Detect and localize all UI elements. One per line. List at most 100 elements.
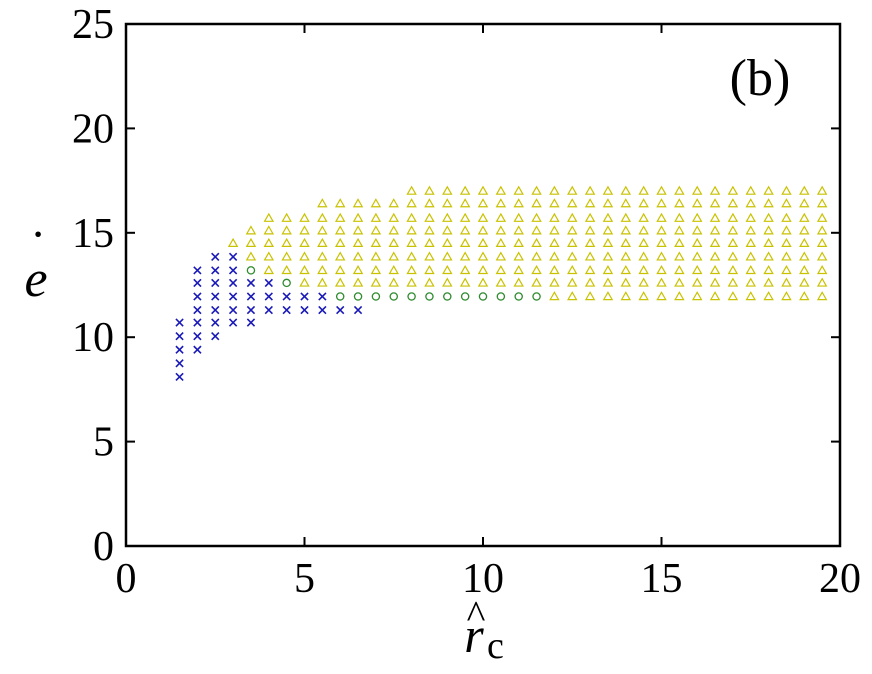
triangle-marker	[477, 237, 489, 247]
triangle-marker	[495, 198, 507, 208]
cross-marker	[228, 318, 238, 327]
triangle-marker	[727, 251, 739, 261]
cross-marker	[211, 318, 220, 327]
triangle-marker	[799, 212, 810, 222]
triangle-marker	[317, 277, 328, 287]
triangle-marker	[727, 212, 739, 222]
triangle-marker	[352, 237, 364, 247]
triangle-marker	[816, 251, 828, 261]
circle-marker	[353, 292, 363, 301]
y-tick-label: 25	[72, 2, 114, 48]
triangle-marker	[263, 212, 275, 222]
triangle-marker	[531, 251, 542, 261]
triangle-marker	[317, 237, 328, 247]
triangle-marker	[334, 225, 346, 235]
triangle-marker	[495, 277, 507, 287]
triangle-marker	[799, 291, 810, 301]
triangle-marker	[513, 198, 524, 208]
triangle-marker	[442, 225, 453, 235]
triangle-marker	[691, 264, 703, 275]
triangle-marker	[763, 251, 774, 261]
triangle-marker	[334, 198, 346, 208]
triangle-marker	[299, 251, 310, 261]
cross-marker	[193, 292, 202, 301]
triangle-marker	[638, 291, 649, 301]
triangle-marker	[388, 251, 399, 261]
cross-marker	[228, 278, 238, 288]
triangle-marker	[781, 185, 792, 195]
triangle-marker	[406, 251, 417, 261]
triangle-marker	[424, 277, 435, 287]
triangle-marker	[513, 251, 524, 261]
triangle-marker	[620, 225, 632, 235]
triangle-marker	[495, 251, 507, 261]
y-axis-label: e ˙	[24, 221, 47, 308]
triangle-marker	[656, 212, 667, 222]
data-points	[175, 185, 828, 382]
triangle-marker	[567, 291, 578, 301]
triangle-marker	[781, 198, 792, 208]
triangle-marker	[424, 212, 435, 222]
triangle-marker	[656, 264, 667, 275]
triangle-marker	[584, 291, 596, 301]
triangle-marker	[763, 291, 774, 301]
circle-marker	[532, 292, 541, 301]
triangle-marker	[638, 237, 649, 247]
triangle-marker	[620, 251, 632, 261]
triangle-marker	[459, 277, 471, 287]
triangle-marker	[406, 185, 417, 195]
triangle-marker	[459, 225, 471, 235]
triangle-marker	[334, 264, 346, 275]
cross-marker	[228, 305, 238, 315]
x-tick-label: 10	[462, 556, 504, 602]
cross-marker	[336, 305, 345, 315]
cross-marker	[211, 266, 220, 275]
triangle-marker	[388, 237, 399, 247]
cross-marker	[175, 345, 184, 354]
cross-marker	[300, 292, 309, 301]
circle-marker	[514, 292, 523, 301]
triangle-marker	[263, 264, 275, 275]
triangle-marker	[620, 198, 632, 208]
triangle-marker	[567, 185, 578, 195]
triangle-marker	[352, 212, 364, 222]
triangle-marker	[638, 251, 649, 261]
cross-marker	[282, 292, 291, 301]
triangle-marker	[281, 225, 292, 235]
y-tick-label: 15	[72, 211, 114, 257]
triangle-marker	[477, 185, 489, 195]
triangle-marker	[531, 198, 542, 208]
triangle-marker	[567, 277, 578, 287]
triangle-marker	[602, 291, 614, 301]
triangle-marker	[317, 212, 328, 222]
y-tick-label: 20	[72, 106, 114, 152]
triangle-marker	[299, 212, 310, 222]
triangle-marker	[638, 212, 649, 222]
x-tick-label: 20	[819, 556, 861, 602]
cross-marker	[211, 331, 220, 341]
triangle-marker	[549, 291, 560, 301]
triangle-marker	[263, 237, 275, 247]
triangle-marker	[495, 212, 507, 222]
circle-marker	[496, 292, 506, 301]
triangle-marker	[459, 198, 471, 208]
triangle-marker	[799, 198, 810, 208]
triangle-marker	[674, 277, 685, 287]
triangle-marker	[388, 198, 399, 208]
triangle-marker	[674, 291, 685, 301]
triangle-marker	[406, 212, 417, 222]
triangle-marker	[513, 264, 524, 275]
triangle-marker	[281, 237, 292, 247]
triangle-marker	[584, 251, 596, 261]
triangle-marker	[781, 212, 792, 222]
triangle-marker	[691, 198, 703, 208]
cross-marker	[175, 359, 184, 368]
triangle-marker	[567, 225, 578, 235]
triangle-marker	[799, 225, 810, 235]
x-tick-label: 5	[294, 556, 315, 602]
triangle-marker	[763, 198, 774, 208]
triangle-marker	[602, 277, 614, 287]
triangle-marker	[334, 237, 346, 247]
cross-marker	[211, 252, 220, 261]
triangle-marker	[388, 225, 399, 235]
